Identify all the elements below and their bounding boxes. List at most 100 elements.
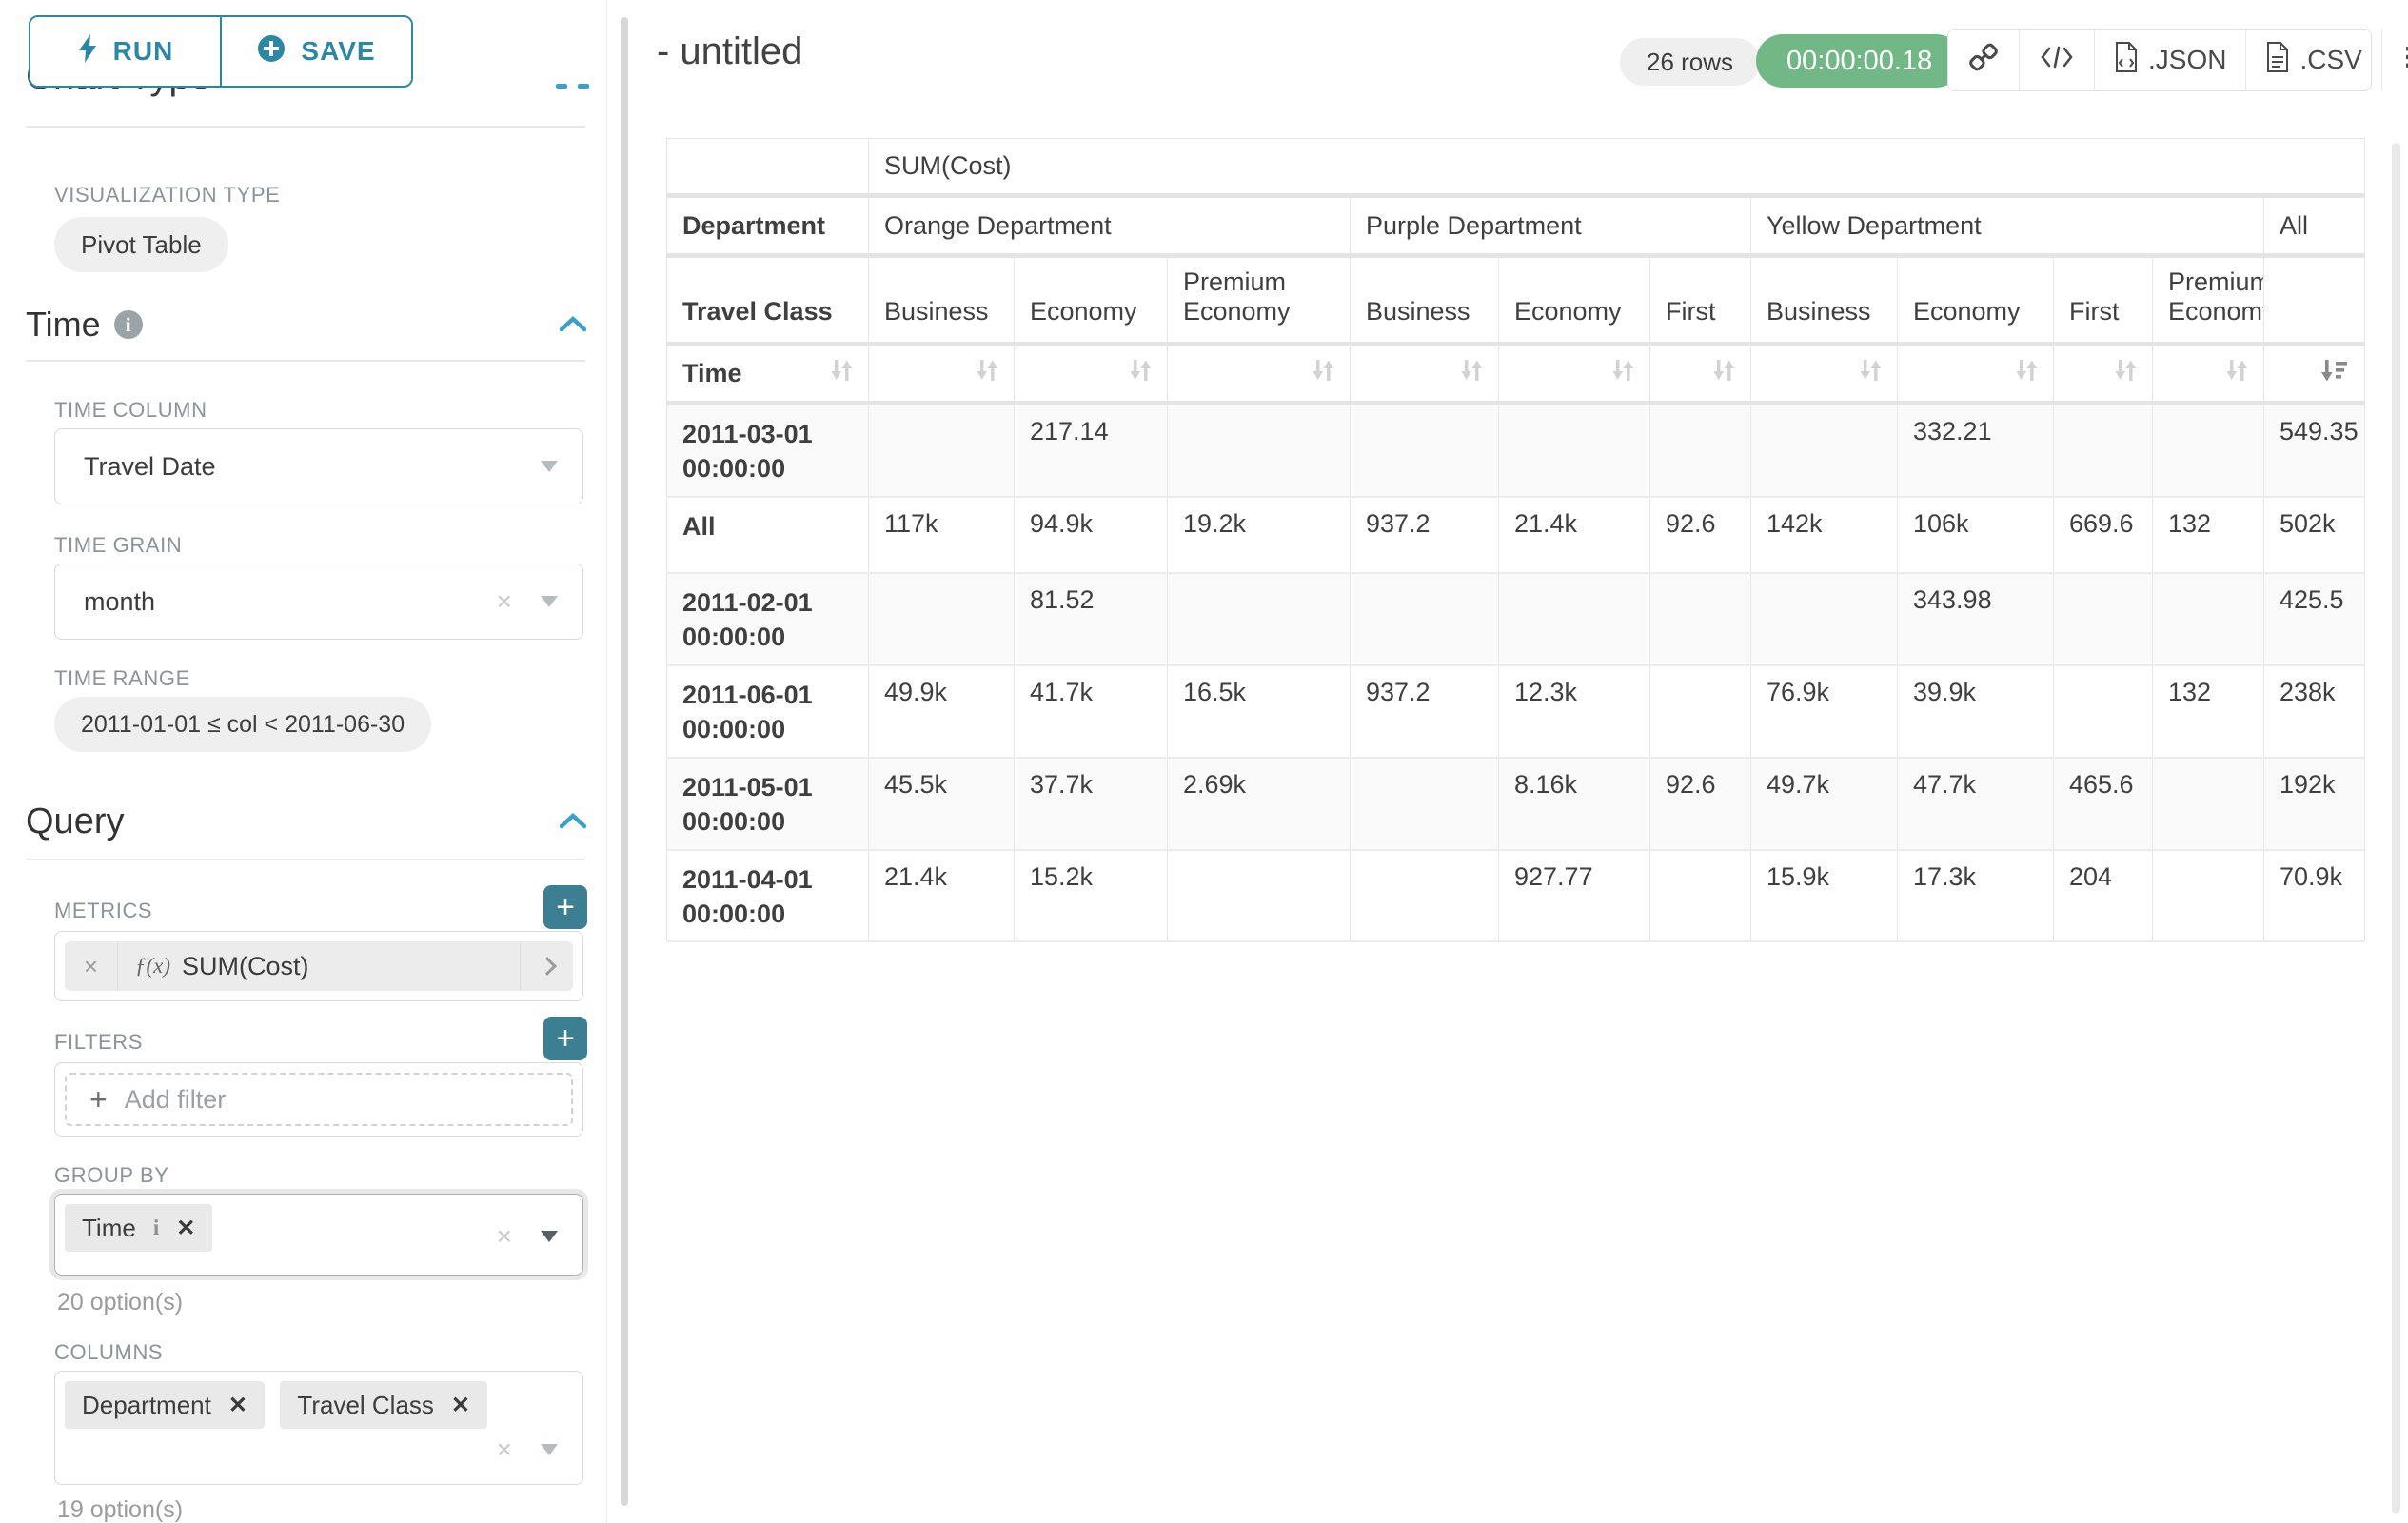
pivot-sort-cell[interactable]	[868, 344, 1015, 405]
columns-select[interactable]: Department ✕ Travel Class ✕ ×	[54, 1371, 583, 1485]
share-link-button[interactable]	[1948, 30, 2020, 90]
code-icon	[2039, 44, 2075, 77]
remove-tag-icon[interactable]: ✕	[176, 1215, 196, 1241]
pivot-cell	[1649, 849, 1751, 943]
sort-arrows-icon[interactable]	[1859, 356, 1882, 391]
sort-arrows-icon[interactable]	[830, 356, 853, 391]
plus-icon: +	[89, 1082, 108, 1117]
export-json-button[interactable]: .JSON	[2095, 30, 2247, 90]
pivot-cell	[2152, 403, 2264, 498]
pivot-sort-cell[interactable]	[2152, 344, 2264, 405]
pivot-sort-cell[interactable]	[1014, 344, 1168, 405]
pivot-cell: 549.35	[2263, 403, 2366, 498]
pivot-corner-cell	[666, 138, 869, 198]
pivot-row-label: All	[666, 496, 869, 574]
info-icon[interactable]: i	[152, 1216, 160, 1239]
pivot-cell	[1498, 572, 1650, 666]
sort-arrows-icon[interactable]	[2225, 356, 2248, 391]
embed-code-button[interactable]	[2020, 30, 2095, 90]
remove-tag-icon[interactable]: ✕	[227, 1392, 247, 1418]
pivot-table-row: 2011-03-01 00:00:00 217.14 332.21 549.35	[666, 403, 2366, 498]
pivot-cell	[1649, 403, 1751, 498]
control-panel-sidebar: Chart Type RUN SAVE VISUALIZATION TYPE P…	[0, 0, 607, 1523]
row-count-badge: 26 rows	[1620, 38, 1761, 86]
export-csv-label: .CSV	[2299, 45, 2362, 74]
add-filter-button[interactable]: +	[543, 1017, 587, 1060]
save-button[interactable]: SAVE	[222, 17, 411, 86]
pivot-cell: 92.6	[1649, 496, 1751, 574]
pivot-sort-cell[interactable]	[1750, 344, 1898, 405]
viz-type-pill[interactable]: Pivot Table	[54, 217, 228, 272]
pivot-column-header: Premium Economy	[1167, 255, 1351, 346]
chevron-down-icon[interactable]	[541, 1231, 558, 1242]
pivot-cell: 19.2k	[1167, 496, 1351, 574]
pivot-cell: 15.9k	[1750, 849, 1898, 943]
pivot-sort-cell[interactable]	[2053, 344, 2153, 405]
remove-metric-icon[interactable]: ×	[65, 941, 118, 991]
section-divider	[26, 859, 585, 860]
pivot-sort-cell-active[interactable]	[2263, 344, 2366, 405]
clear-icon[interactable]: ×	[496, 586, 512, 616]
clear-icon[interactable]: ×	[496, 1434, 512, 1464]
run-button[interactable]: RUN	[30, 17, 222, 86]
clear-icon[interactable]: ×	[496, 1221, 512, 1251]
export-csv-button[interactable]: .CSV	[2246, 30, 2382, 90]
pivot-cell: 8.16k	[1498, 757, 1650, 851]
info-icon[interactable]: i	[113, 310, 143, 339]
sort-arrows-icon[interactable]	[1312, 356, 1334, 391]
chevron-down-icon[interactable]	[541, 1444, 558, 1455]
pivot-sort-cell[interactable]	[1498, 344, 1650, 405]
pivot-table: SUM(Cost) Department Orange Department Purp…	[666, 138, 2366, 943]
sort-arrows-icon[interactable]	[1460, 356, 1483, 391]
pivot-sort-cell[interactable]	[1167, 344, 1351, 405]
pivot-cell: 465.6	[2053, 757, 2153, 851]
time-range-pill[interactable]: 2011-01-01 ≤ col < 2011-06-30	[54, 697, 432, 752]
sort-descending-icon[interactable]	[2320, 356, 2349, 391]
sidebar-scrollbar[interactable]	[621, 17, 628, 1506]
pivot-cell: 92.6	[1649, 757, 1751, 851]
pivot-column-header: Economy	[1498, 255, 1650, 346]
time-column-select[interactable]: Travel Date	[54, 428, 583, 504]
pivot-group-header: Yellow Department	[1750, 195, 2264, 258]
sort-arrows-icon[interactable]	[976, 356, 998, 391]
pivot-table-row: 2011-06-01 00:00:00 49.9k 41.7k 16.5k 937.2 1…	[666, 664, 2366, 759]
sort-arrows-icon[interactable]	[2015, 356, 2038, 391]
clipped-icon-fragment	[556, 84, 567, 89]
pivot-cell: 21.4k	[868, 849, 1015, 943]
pivot-cell: 132	[2152, 664, 2264, 759]
pivot-cell	[1350, 572, 1499, 666]
plus-circle-icon	[257, 34, 286, 69]
metric-item[interactable]: × ƒ(x) SUM(Cost)	[65, 941, 573, 991]
chart-title[interactable]: - untitled	[657, 30, 803, 72]
chevron-down-icon[interactable]	[541, 461, 558, 472]
pivot-corner-time: Time	[666, 344, 869, 405]
pivot-cell: 15.2k	[1014, 849, 1168, 943]
sort-arrows-icon[interactable]	[1129, 356, 1152, 391]
remove-tag-icon[interactable]: ✕	[450, 1392, 471, 1418]
collapse-query-section[interactable]	[558, 811, 588, 835]
pivot-table-container: SUM(Cost) Department Orange Department Purp…	[666, 138, 2366, 943]
pivot-metric-header: SUM(Cost)	[868, 138, 2366, 198]
pivot-sort-cell[interactable]	[1350, 344, 1499, 405]
sort-arrows-icon[interactable]	[2114, 356, 2137, 391]
pivot-table-row: 2011-02-01 00:00:00 81.52 343.98 425.5	[666, 572, 2366, 666]
pivot-cell	[2053, 664, 2153, 759]
pivot-cell: 425.5	[2263, 572, 2366, 666]
main-panel-scrollbar[interactable]	[2392, 143, 2400, 1513]
pivot-row-label: 2011-03-01 00:00:00	[666, 403, 869, 498]
pivot-time-label: Time	[682, 359, 742, 387]
expand-metric-icon[interactable]	[520, 941, 573, 991]
group-by-select[interactable]: Time i ✕ ×	[54, 1194, 583, 1276]
add-filter-dropzone[interactable]: + Add filter	[65, 1073, 573, 1126]
pivot-cell	[2053, 403, 2153, 498]
pivot-cell: 669.6	[2053, 496, 2153, 574]
collapse-time-section[interactable]	[558, 314, 588, 338]
pivot-sort-cell[interactable]	[1649, 344, 1751, 405]
pivot-sort-cell[interactable]	[1897, 344, 2054, 405]
sort-arrows-icon[interactable]	[1712, 356, 1735, 391]
add-metric-button[interactable]: +	[543, 885, 587, 929]
sort-arrows-icon[interactable]	[1611, 356, 1634, 391]
more-options-button[interactable]	[2382, 30, 2408, 90]
chevron-down-icon[interactable]	[541, 596, 558, 607]
time-grain-select[interactable]: month ×	[54, 564, 583, 640]
